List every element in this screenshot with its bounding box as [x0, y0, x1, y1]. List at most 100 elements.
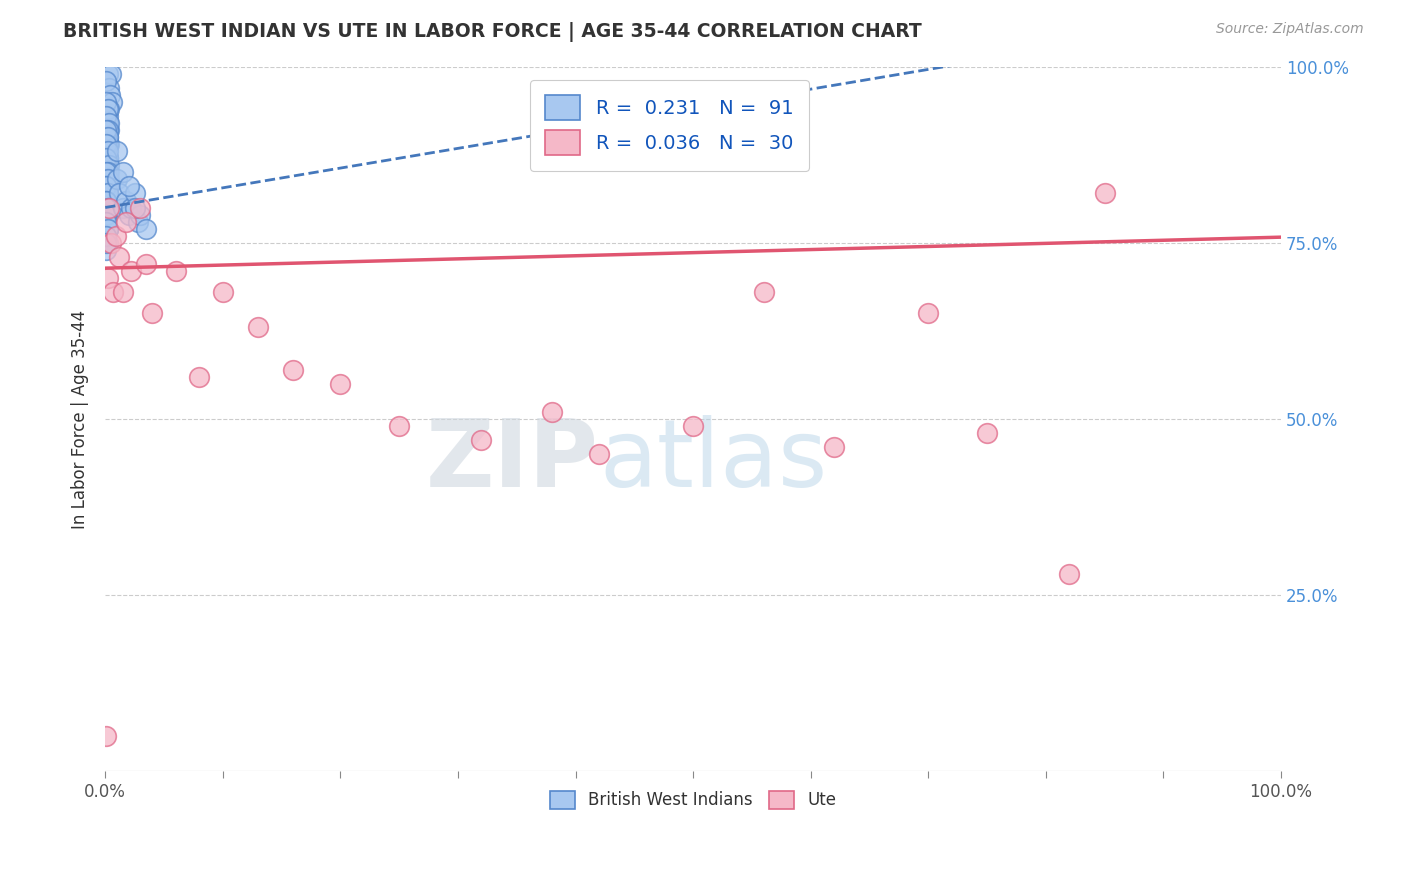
Point [97, 102, 120, 116]
Point [96, 158, 118, 172]
Point [96, 208, 118, 222]
Point [96, 243, 118, 257]
Point [97, 67, 120, 81]
Point [96, 194, 118, 208]
Text: ZIP: ZIP [426, 416, 599, 508]
Point [100, 235, 122, 250]
Point [247, 320, 270, 334]
Point [96, 208, 118, 222]
Point [96, 194, 118, 208]
Point [96, 165, 118, 179]
Point [96, 179, 118, 194]
Legend: British West Indians, Ute: British West Indians, Ute [543, 784, 844, 816]
Point [97, 172, 120, 186]
Point [101, 95, 124, 109]
Point [682, 419, 704, 434]
Point [97, 80, 120, 95]
Point [97, 235, 120, 250]
Point [111, 201, 134, 215]
Text: BRITISH WEST INDIAN VS UTE IN LABOR FORCE | AGE 35-44 CORRELATION CHART: BRITISH WEST INDIAN VS UTE IN LABOR FORC… [63, 22, 922, 42]
Point [97, 116, 120, 130]
Text: atlas: atlas [599, 416, 827, 508]
Point [96, 95, 118, 109]
Point [96, 729, 118, 743]
Point [97, 186, 120, 201]
Point [917, 306, 939, 320]
Point [752, 285, 775, 299]
Point [129, 208, 152, 222]
Point [97, 130, 120, 145]
Point [97, 130, 120, 145]
Point [97, 137, 120, 152]
Point [96, 130, 118, 145]
Point [588, 447, 610, 461]
Point [118, 208, 141, 222]
Point [96, 109, 118, 123]
Point [97, 221, 120, 235]
Point [97, 151, 120, 165]
Point [108, 250, 131, 264]
Point [118, 179, 141, 194]
Point [96, 158, 118, 172]
Point [96, 235, 118, 250]
Point [115, 214, 138, 228]
Point [97, 137, 120, 152]
Point [96, 186, 118, 201]
Point [96, 228, 118, 243]
Point [135, 257, 157, 271]
Point [97, 144, 120, 158]
Point [976, 426, 998, 441]
Point [97, 165, 120, 179]
Point [97, 186, 120, 201]
Point [96, 179, 118, 194]
Point [129, 201, 152, 215]
Point [96, 179, 118, 194]
Point [135, 221, 157, 235]
Point [97, 151, 120, 165]
Point [120, 201, 142, 215]
Point [96, 73, 118, 87]
Point [96, 158, 118, 172]
Point [111, 165, 134, 179]
Point [283, 362, 305, 376]
Point [105, 144, 128, 158]
Point [96, 116, 118, 130]
Point [541, 405, 564, 419]
Point [97, 137, 120, 152]
Point [96, 130, 118, 145]
Point [105, 172, 128, 186]
Point [97, 102, 120, 116]
Point [98, 87, 121, 102]
Point [188, 369, 211, 384]
Point [97, 116, 120, 130]
Point [96, 123, 118, 137]
Point [96, 172, 118, 186]
Point [124, 201, 146, 215]
Point [97, 201, 120, 215]
Point [104, 228, 127, 243]
Point [97, 271, 120, 285]
Point [97, 165, 120, 179]
Point [97, 201, 120, 215]
Point [100, 67, 122, 81]
Point [108, 186, 131, 201]
Point [96, 214, 118, 228]
Point [97, 208, 120, 222]
Point [111, 285, 134, 299]
Point [97, 221, 120, 235]
Point [97, 172, 120, 186]
Point [823, 440, 845, 454]
Point [97, 165, 120, 179]
Point [96, 144, 118, 158]
Point [97, 123, 120, 137]
Point [329, 376, 352, 391]
Point [97, 158, 120, 172]
Point [1094, 186, 1116, 201]
Point [96, 109, 118, 123]
Point [97, 221, 120, 235]
Point [96, 214, 118, 228]
Point [141, 306, 163, 320]
Point [120, 264, 142, 278]
Point [97, 151, 120, 165]
Point [96, 194, 118, 208]
